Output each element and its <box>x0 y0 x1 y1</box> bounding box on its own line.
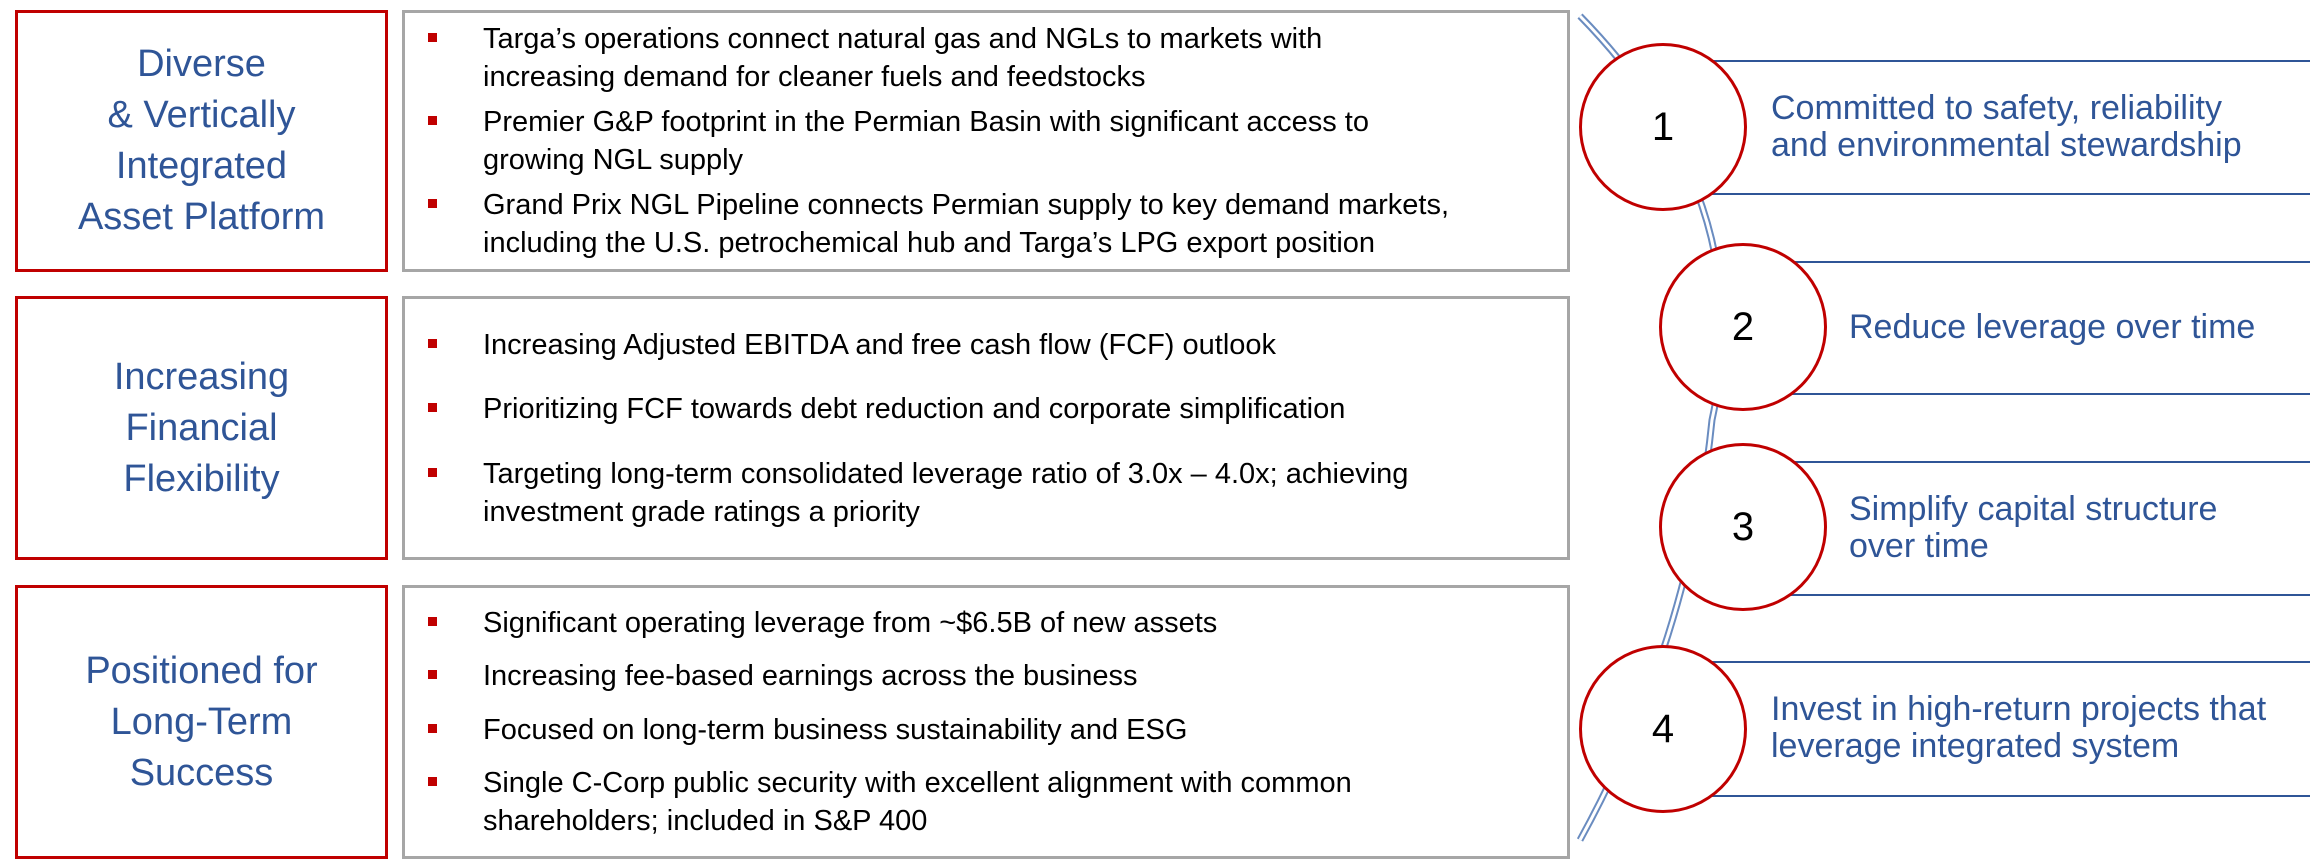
bullet: Targa’s operations connect natural gas a… <box>428 20 1567 96</box>
divider-line <box>1743 261 2310 263</box>
pillar-text: Invest in high-return projects that leve… <box>1771 690 2267 765</box>
divider-line <box>1743 393 2310 395</box>
row-label: Diverse & Vertically Integrated Asset Pl… <box>15 10 388 272</box>
bullet: Single C-Corp public security with excel… <box>428 764 1567 840</box>
divider-line <box>1743 461 2310 463</box>
divider-line <box>1663 60 2310 62</box>
bullet: Targeting long-term consolidated leverag… <box>428 455 1567 531</box>
pillar-number: 2 <box>1659 243 1827 411</box>
row-label: Positioned for Long-Term Success <box>15 585 388 859</box>
bullet: Significant operating leverage from ~$6.… <box>428 604 1567 642</box>
divider-line <box>1663 661 2310 663</box>
bullet-box: Targa’s operations connect natural gas a… <box>402 10 1570 272</box>
pillar-text: Reduce leverage over time <box>1849 307 2256 346</box>
pillar-number: 4 <box>1579 645 1747 813</box>
pillar-text: Committed to safety, reliability and env… <box>1771 88 2242 164</box>
pillar-number: 1 <box>1579 43 1747 211</box>
divider-line <box>1663 795 2310 797</box>
row-label: Increasing Financial Flexibility <box>15 296 388 560</box>
bullet: Grand Prix NGL Pipeline connects Permian… <box>428 186 1567 262</box>
bullet-box: Significant operating leverage from ~$6.… <box>402 585 1570 859</box>
divider-line <box>1743 594 2310 596</box>
bullet: Focused on long-term business sustainabi… <box>428 711 1567 749</box>
pillar-number: 3 <box>1659 443 1827 611</box>
bullet: Prioritizing FCF towards debt reduction … <box>428 390 1567 428</box>
divider-line <box>1663 193 2310 195</box>
bullet: Increasing Adjusted EBITDA and free cash… <box>428 326 1567 364</box>
bullet-box: Increasing Adjusted EBITDA and free cash… <box>402 296 1570 560</box>
bullet: Premier G&P footprint in the Permian Bas… <box>428 103 1567 179</box>
pillar-text: Simplify capital structure over time <box>1849 489 2218 565</box>
bullet: Increasing fee-based earnings across the… <box>428 657 1567 695</box>
